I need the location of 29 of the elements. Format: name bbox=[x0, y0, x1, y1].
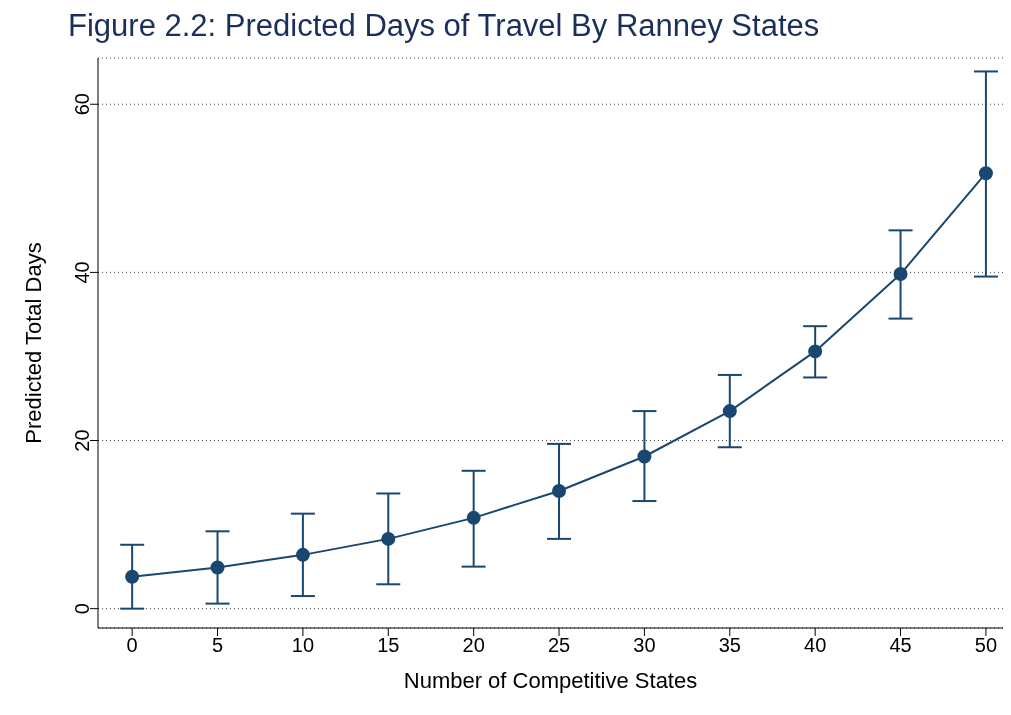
chart-title: Figure 2.2: Predicted Days of Travel By Ranney States bbox=[67, 8, 821, 45]
x-tick-label: 15 bbox=[377, 634, 400, 657]
point bbox=[808, 344, 823, 359]
y-tick-label: 60 bbox=[71, 93, 94, 116]
x-tick-label: 35 bbox=[718, 634, 741, 657]
x-tick-label: 25 bbox=[547, 634, 571, 657]
x-tick-label: 40 bbox=[804, 634, 827, 657]
x-axis-title: Number of Competitive States bbox=[403, 668, 698, 693]
point bbox=[295, 547, 310, 562]
point bbox=[466, 510, 481, 525]
point bbox=[978, 166, 993, 181]
point bbox=[210, 560, 225, 575]
point bbox=[637, 449, 652, 464]
y-tick-label: 40 bbox=[71, 261, 94, 284]
y-tick-label: 0 bbox=[71, 603, 94, 615]
point bbox=[552, 483, 567, 498]
x-tick-label: 5 bbox=[211, 634, 224, 657]
point bbox=[893, 267, 908, 282]
y-axis-title: Predicted Total Days bbox=[20, 242, 46, 444]
x-tick-label: 0 bbox=[126, 634, 138, 657]
x-tick-label: 45 bbox=[889, 634, 912, 657]
x-tick-label: 10 bbox=[291, 634, 315, 657]
x-tick-label: 30 bbox=[633, 634, 656, 657]
x-tick-label: 50 bbox=[974, 634, 998, 657]
point bbox=[722, 404, 737, 419]
point bbox=[125, 569, 140, 584]
x-tick-label: 20 bbox=[462, 634, 485, 657]
point bbox=[381, 531, 396, 546]
y-tick-label: 20 bbox=[71, 429, 94, 452]
